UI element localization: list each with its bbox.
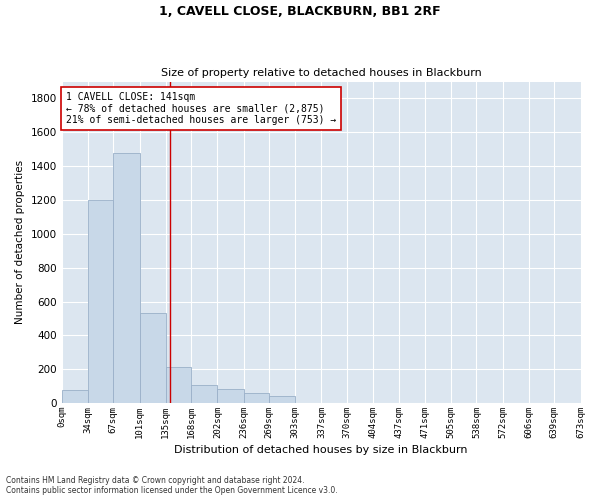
Bar	[244, 393, 269, 403]
Bar	[62, 390, 88, 403]
Bar	[113, 152, 140, 403]
Bar	[217, 390, 244, 403]
Title: Size of property relative to detached houses in Blackburn: Size of property relative to detached ho…	[161, 68, 481, 78]
Text: 1, CAVELL CLOSE, BLACKBURN, BB1 2RF: 1, CAVELL CLOSE, BLACKBURN, BB1 2RF	[159, 5, 441, 18]
Y-axis label: Number of detached properties: Number of detached properties	[15, 160, 25, 324]
Bar	[88, 200, 113, 403]
Text: 1 CAVELL CLOSE: 141sqm
← 78% of detached houses are smaller (2,875)
21% of semi-: 1 CAVELL CLOSE: 141sqm ← 78% of detached…	[65, 92, 336, 125]
Text: Contains HM Land Registry data © Crown copyright and database right 2024.
Contai: Contains HM Land Registry data © Crown c…	[6, 476, 338, 495]
Bar	[191, 386, 217, 403]
Bar	[269, 396, 295, 403]
X-axis label: Distribution of detached houses by size in Blackburn: Distribution of detached houses by size …	[175, 445, 468, 455]
Bar	[166, 368, 191, 403]
Bar	[140, 312, 166, 403]
